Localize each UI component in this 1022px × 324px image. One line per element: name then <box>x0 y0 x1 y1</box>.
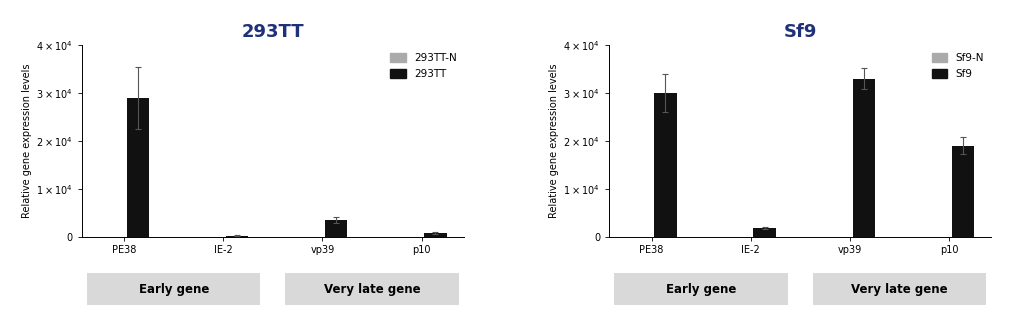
Text: Very late gene: Very late gene <box>324 283 420 295</box>
Legend: Sf9-N, Sf9: Sf9-N, Sf9 <box>927 49 988 84</box>
Legend: 293TT-N, 293TT: 293TT-N, 293TT <box>385 49 461 84</box>
Text: Very late gene: Very late gene <box>851 283 947 295</box>
FancyBboxPatch shape <box>87 273 261 305</box>
Bar <box>325 220 347 237</box>
Bar <box>951 146 974 237</box>
FancyBboxPatch shape <box>614 273 788 305</box>
Text: Early gene: Early gene <box>139 283 208 295</box>
Title: 293TT: 293TT <box>241 23 305 41</box>
Bar <box>852 79 875 237</box>
Title: Sf9: Sf9 <box>784 23 817 41</box>
Bar <box>753 228 776 237</box>
FancyBboxPatch shape <box>812 273 986 305</box>
Bar <box>424 233 447 237</box>
Y-axis label: Relative gene expression levels: Relative gene expression levels <box>549 64 559 218</box>
Bar <box>127 98 149 237</box>
Y-axis label: Relative gene expression levels: Relative gene expression levels <box>21 64 32 218</box>
Text: Early gene: Early gene <box>666 283 736 295</box>
FancyBboxPatch shape <box>285 273 459 305</box>
Bar <box>654 93 677 237</box>
Bar <box>226 236 248 237</box>
